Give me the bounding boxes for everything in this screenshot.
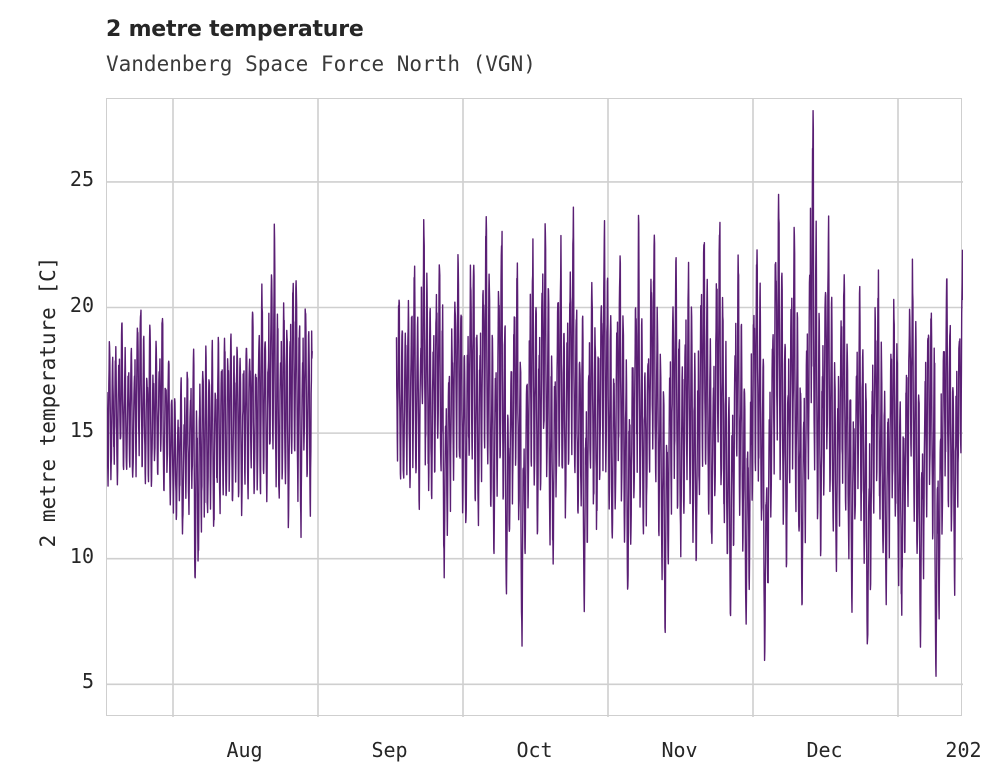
x-axis-tick-label: Oct xyxy=(516,738,553,762)
y-axis-tick-group: 2 metre temperature [C] 5 10 15 20 25 xyxy=(0,0,94,782)
plot-area xyxy=(106,98,963,717)
x-axis-tick-label: Dec xyxy=(806,738,843,762)
y-axis-tick-label: 10 xyxy=(69,543,94,568)
x-axis-tick-label: Nov xyxy=(661,738,698,762)
chart-canvas xyxy=(107,99,963,717)
chart-subtitle: Vandenberg Space Force North (VGN) xyxy=(106,52,536,76)
x-axis-tick-label: 2026 xyxy=(945,738,981,762)
x-axis-tick-label: Sep xyxy=(371,738,408,762)
page-title: 2 metre temperature xyxy=(106,17,364,42)
temperature-series-line xyxy=(107,109,963,677)
y-axis-tick-label: 5 xyxy=(81,669,94,694)
x-axis-tick-label: Aug xyxy=(226,738,263,762)
y-axis-tick-label: 25 xyxy=(69,166,94,191)
y-axis-tick-label: 20 xyxy=(69,292,94,317)
y-axis-tick-label: 15 xyxy=(69,418,94,443)
